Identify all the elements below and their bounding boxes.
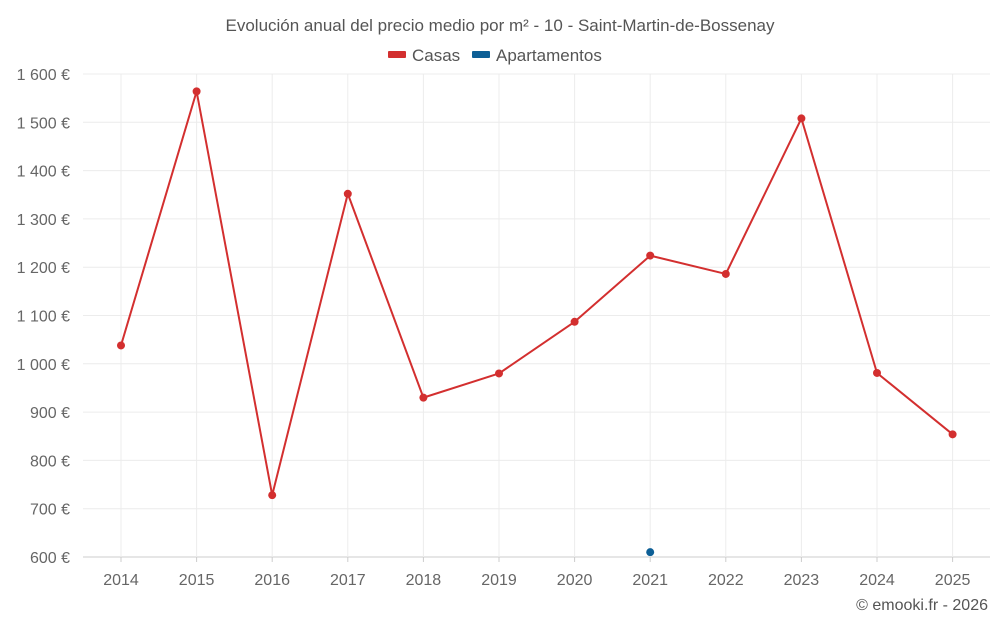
y-tick-label: 600 € — [30, 550, 70, 567]
data-point-casas[interactable] — [192, 87, 201, 96]
x-tick-label: 2023 — [784, 572, 820, 589]
data-point-casas[interactable] — [948, 430, 957, 439]
data-point-casas[interactable] — [495, 369, 503, 378]
legend-swatch-apartamentos — [472, 51, 490, 58]
x-tick-label: 2025 — [935, 572, 971, 589]
chart-title: Evolución anual del precio medio por m² … — [226, 16, 775, 35]
data-point-casas[interactable] — [117, 341, 125, 350]
data-point-casas[interactable] — [343, 189, 352, 198]
data-point-casas[interactable] — [570, 317, 579, 326]
y-tick-label: 1 400 € — [17, 164, 70, 181]
y-tick-label: 1 600 € — [17, 67, 70, 84]
y-tick-label: 900 € — [30, 405, 70, 422]
data-point-casas[interactable] — [646, 251, 655, 260]
x-tick-label: 2017 — [330, 572, 366, 589]
x-tick-label: 2015 — [179, 572, 215, 589]
x-tick-label: 2018 — [406, 572, 442, 589]
x-tick-label: 2024 — [859, 572, 895, 589]
x-tick-label: 2016 — [254, 572, 290, 589]
data-point-casas[interactable] — [721, 269, 730, 278]
legend: Casas Apartamentos — [388, 46, 602, 65]
y-tick-label: 700 € — [30, 502, 70, 519]
series-line-casas — [120, 90, 954, 497]
y-tick-label: 1 200 € — [17, 260, 70, 277]
credit-text: © emooki.fr - 2026 — [856, 597, 988, 614]
legend-label-casas[interactable]: Casas — [412, 46, 460, 65]
legend-label-apartamentos[interactable]: Apartamentos — [496, 46, 602, 65]
data-point-apartamentos[interactable] — [646, 548, 655, 557]
x-tick-label: 2019 — [481, 572, 517, 589]
x-tick-label: 2021 — [632, 572, 668, 589]
y-tick-label: 1 000 € — [17, 357, 70, 374]
x-tick-label: 2014 — [103, 572, 139, 589]
grid — [83, 73, 990, 562]
y-axis: 600 € 700 € 800 € 900 € 1 000 € 1 100 € 1 200 … — [17, 67, 70, 567]
x-axis: 2014 2015 2016 2017 2018 2019 2020 2021 2022 2023… — [103, 572, 970, 589]
y-tick-label: 1 300 € — [17, 212, 70, 229]
series-lines — [120, 90, 954, 497]
data-point-casas[interactable] — [419, 393, 428, 402]
y-tick-label: 800 € — [30, 453, 70, 470]
y-tick-label: 1 500 € — [17, 115, 70, 132]
data-point-casas[interactable] — [797, 114, 806, 123]
x-tick-label: 2020 — [557, 572, 593, 589]
y-tick-label: 1 100 € — [17, 309, 70, 326]
data-point-casas[interactable] — [268, 491, 277, 500]
series-points — [117, 87, 957, 557]
x-tick-label: 2022 — [708, 572, 744, 589]
data-point-casas[interactable] — [873, 368, 881, 377]
legend-swatch-casas — [388, 51, 406, 58]
